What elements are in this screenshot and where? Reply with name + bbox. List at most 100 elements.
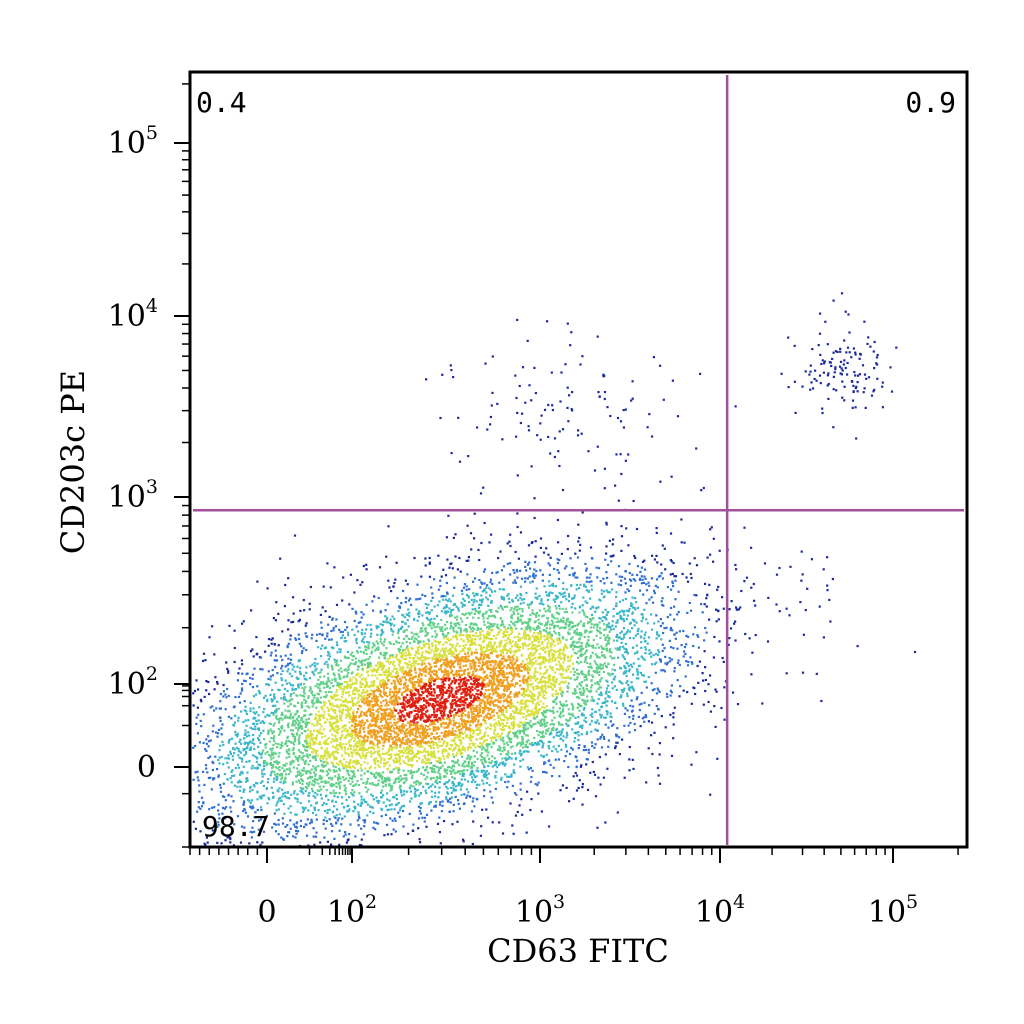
data-point (445, 733, 448, 737)
data-point (500, 681, 503, 684)
data-point (754, 604, 757, 607)
data-point (578, 641, 581, 644)
data-point (490, 688, 493, 691)
data-point (471, 660, 474, 663)
data-point (467, 748, 470, 751)
data-point (421, 669, 424, 672)
data-point (330, 741, 333, 744)
data-point (584, 615, 587, 618)
data-point (553, 681, 556, 684)
data-point (305, 737, 308, 740)
data-point (650, 663, 654, 666)
data-point (427, 650, 430, 653)
data-point (721, 656, 724, 660)
data-point (529, 808, 532, 812)
data-point (494, 726, 497, 729)
data-point (485, 743, 488, 746)
data-point (567, 599, 571, 603)
data-point (246, 672, 249, 675)
data-point (207, 680, 210, 684)
data-point (478, 638, 481, 641)
data-point (271, 704, 274, 707)
data-point (322, 728, 326, 731)
data-point (260, 827, 263, 830)
data-point (572, 625, 575, 628)
data-point (436, 604, 439, 607)
data-point (268, 753, 271, 756)
data-point (472, 623, 476, 626)
data-point (358, 734, 362, 738)
data-point (273, 822, 276, 825)
data-point (558, 592, 561, 595)
data-point (348, 762, 351, 765)
data-point (713, 635, 716, 639)
data-point (430, 586, 433, 589)
data-point (704, 678, 707, 682)
data-point (365, 603, 368, 606)
data-point (485, 750, 488, 753)
data-point (397, 681, 400, 684)
data-point (362, 749, 365, 752)
data-point (310, 783, 314, 786)
data-point (287, 722, 290, 725)
data-point (340, 735, 343, 738)
data-point (330, 778, 333, 781)
data-point (295, 757, 298, 760)
data-point (477, 548, 480, 552)
data-point (442, 820, 446, 823)
data-point (412, 724, 415, 727)
data-point (585, 567, 588, 570)
data-point (257, 828, 260, 831)
data-point (480, 687, 483, 690)
data-point (284, 698, 287, 701)
data-point (364, 679, 367, 682)
data-point (461, 764, 464, 767)
data-point (565, 638, 568, 641)
data-point (499, 707, 503, 711)
data-point (569, 713, 572, 716)
data-point (463, 731, 466, 734)
data-point (471, 728, 474, 732)
data-point (398, 663, 401, 666)
data-point (389, 754, 392, 757)
data-point (504, 706, 508, 709)
data-point (483, 653, 487, 656)
data-point (529, 651, 533, 655)
data-point (346, 631, 350, 634)
data-point (242, 748, 245, 751)
data-point (267, 684, 271, 687)
data-point (383, 686, 386, 689)
data-point (620, 549, 623, 552)
data-point (566, 690, 569, 693)
data-point (333, 815, 336, 818)
data-point (388, 753, 391, 757)
data-point (442, 568, 445, 571)
data-point (235, 746, 239, 749)
data-point (375, 625, 378, 628)
data-point (285, 749, 288, 752)
data-point (438, 816, 441, 819)
data-point (408, 713, 411, 716)
data-point (291, 722, 294, 725)
data-point (252, 711, 255, 714)
data-point (353, 633, 356, 637)
data-point (673, 670, 676, 673)
data-point (644, 680, 647, 683)
data-point (337, 763, 340, 766)
data-point (489, 671, 492, 674)
data-point (568, 665, 571, 668)
data-point (241, 757, 244, 760)
data-point (576, 685, 579, 688)
data-point (638, 703, 641, 706)
data-point (447, 732, 450, 735)
data-point (331, 668, 334, 671)
data-point (653, 558, 656, 561)
data-point (435, 634, 438, 637)
data-point (501, 667, 504, 670)
data-point (611, 624, 614, 627)
data-point (603, 654, 606, 657)
data-point (372, 680, 376, 683)
data-point (673, 618, 676, 621)
data-point (371, 718, 374, 721)
data-point (562, 616, 565, 619)
